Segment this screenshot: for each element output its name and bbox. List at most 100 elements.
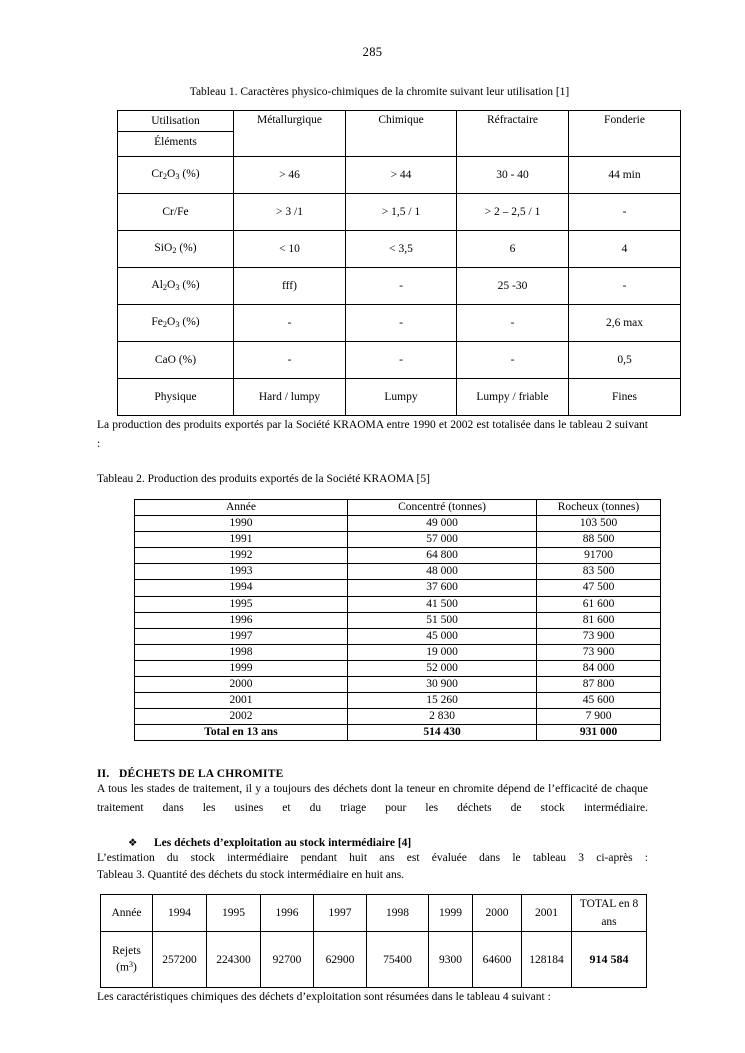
table2-cell-concentre: 48 000 (347, 563, 537, 581)
table1-row-label: Cr/Fe (117, 193, 234, 231)
table-row: 2001 15 260 45 600 (134, 692, 661, 710)
diamond-bullet-icon: ❖ (128, 837, 138, 850)
table1-corner-top: Utilisation (118, 111, 233, 132)
table1-cell: > 3 /1 (233, 193, 346, 231)
table1-cell: - (233, 341, 346, 379)
table2-cell-year: 1990 (134, 515, 348, 533)
table2-cell-year: 1991 (134, 531, 348, 549)
page-number: 285 (362, 45, 383, 59)
table1-row-label: SiO2 (%) (117, 230, 234, 268)
table3-wrapper: Année 1994 1995 1996 1997 1998 1999 2000… (97, 894, 648, 989)
table2-caption: Tableau 2. Production des produits expor… (97, 473, 430, 485)
table1-cell: Fines (568, 378, 681, 416)
table1-cell: fff) (233, 267, 346, 305)
table2-total-rocheux: 931 000 (536, 724, 661, 742)
table2-cell-rocheux: 103 500 (536, 515, 661, 533)
table2: Année Concentré (tonnes) Rocheux (tonnes… (134, 498, 661, 742)
table3: Année 1994 1995 1996 1997 1998 1999 2000… (100, 894, 647, 989)
table3-header-year: 1997 (313, 894, 367, 933)
table1-row-label: Cr2O3 (%) (117, 156, 234, 194)
table1-caption: Tableau 1. Caractères physico-chimiques … (189, 86, 570, 98)
table2-cell-rocheux: 81 600 (536, 611, 661, 629)
table3-cell-rejets: 92700 (260, 931, 314, 989)
table3-header-year: 1996 (260, 894, 314, 933)
table-row: 1998 19 000 73 900 (134, 643, 661, 661)
page-content: 285 Tableau 1. Caractères physico-chimiq… (97, 0, 681, 1007)
table3-header-annee: Année (100, 894, 153, 933)
paragraph-dechets: A tous les stades de traitement, il y a … (97, 783, 648, 815)
table1-cell: 25 -30 (456, 267, 569, 305)
table1-cell: - (456, 341, 569, 379)
table-row: 1992 64 800 91700 (134, 547, 661, 565)
table-row: 1999 52 000 84 000 (134, 659, 661, 678)
table-row: 1990 49 000 103 500 (134, 515, 661, 533)
table3-header-year: 1998 (366, 894, 429, 933)
table2-cell-rocheux: 84 000 (536, 659, 661, 678)
table2-col-header-rocheux: Rocheux (tonnes) (536, 498, 661, 517)
table-row: SiO2 (%) < 10 < 3,5 6 4 (117, 230, 681, 268)
table1-cell: 2,6 max (568, 304, 681, 342)
table3-cell-rejets: 75400 (366, 931, 429, 989)
table-row: 2000 30 900 87 800 (134, 676, 661, 694)
bullet-item-dechets-exploitation: ❖ Les déchets d’exploitation au stock int… (97, 837, 648, 849)
table2-cell-year: 1992 (134, 547, 348, 565)
table2-cell-year: 1994 (134, 579, 348, 597)
section-heading: II. DÉCHETS DE LA CHROMITE (97, 768, 648, 780)
table2-cell-concentre: 30 900 (347, 676, 537, 694)
table2-cell-rocheux: 83 500 (536, 563, 661, 581)
table1-row-label: Physique (117, 378, 234, 416)
table1-cell: 4 (568, 230, 681, 268)
table2-col-header-concentre: Concentré (tonnes) (347, 498, 537, 517)
table2-cell-concentre: 52 000 (347, 659, 537, 678)
table3-header-row: Année 1994 1995 1996 1997 1998 1999 2000… (100, 894, 647, 933)
table2-cell-concentre: 49 000 (347, 515, 537, 533)
table2-total-row: Total en 13 ans 514 430 931 000 (134, 724, 661, 742)
table2-cell-rocheux: 47 500 (536, 579, 661, 597)
table2-total-concentre: 514 430 (347, 724, 537, 742)
table3-row-label: Rejets (m3) (100, 931, 153, 989)
table-row: 1991 57 000 88 500 (134, 531, 661, 549)
table1-row-label: CaO (%) (117, 341, 234, 379)
table3-cell-rejets: 9300 (428, 931, 473, 989)
table2-cell-year: 1999 (134, 659, 348, 678)
table2-cell-concentre: 57 000 (347, 531, 537, 549)
table1-cell: - (233, 304, 346, 342)
table-row: Rejets (m3) 257200 224300 92700 62900 75… (100, 931, 647, 989)
table1-cell: 6 (456, 230, 569, 268)
table1-cell: - (456, 304, 569, 342)
table2-cell-concentre: 37 600 (347, 579, 537, 597)
table1-corner-bottom: Éléments (154, 136, 197, 148)
paragraph-estimation: L’estimation du stock intermédiaire pend… (97, 852, 648, 865)
table2-col-header-annee: Année (134, 498, 348, 517)
table1-cell: Lumpy (345, 378, 457, 416)
table3-header-total: TOTAL en 8 ans (571, 894, 647, 933)
bullet-item-label: Les déchets d’exploitation au stock inte… (154, 837, 412, 850)
table2-cell-rocheux: 88 500 (536, 531, 661, 549)
table2-cell-rocheux: 91700 (536, 547, 661, 565)
table1-cell: - (345, 304, 457, 342)
table-row: 1995 41 500 61 600 (134, 595, 661, 613)
table3-row-label-line2: (m3) (116, 960, 137, 974)
table-row: Al2O3 (%) fff) - 25 -30 - (117, 267, 681, 305)
table2-cell-concentre: 45 000 (347, 627, 537, 645)
table1-cell: < 10 (233, 230, 346, 268)
table2-cell-year: 1997 (134, 627, 348, 645)
table-row: 1994 37 600 47 500 (134, 579, 661, 597)
table1-cell: > 2 – 2,5 / 1 (456, 193, 569, 231)
table3-header-year: 2000 (472, 894, 522, 933)
table2-header-row: Année Concentré (tonnes) Rocheux (tonnes… (134, 498, 661, 517)
table3-caption: Tableau 3. Quantité des déchets du stock… (97, 869, 405, 882)
table3-header-year: 1994 (152, 894, 207, 933)
table1-col-header-fonderie: Fonderie (568, 110, 681, 157)
table2-cell-year: 1993 (134, 563, 348, 581)
table-row: Cr2O3 (%) > 46 > 44 30 - 40 44 min (117, 156, 681, 194)
table1-corner-header: Utilisation Éléments (117, 110, 234, 157)
table2-cell-concentre: 2 830 (347, 708, 537, 726)
table2-total-label: Total en 13 ans (134, 724, 348, 742)
table3-cell-rejets: 257200 (152, 931, 207, 989)
table3-cell-rejets: 62900 (313, 931, 367, 989)
table-row: Physique Hard / lumpy Lumpy Lumpy / fria… (117, 378, 681, 416)
table1-wrapper: Utilisation Éléments Métallurgique Chimi… (97, 110, 681, 416)
table3-cell-rejets: 64600 (472, 931, 522, 989)
